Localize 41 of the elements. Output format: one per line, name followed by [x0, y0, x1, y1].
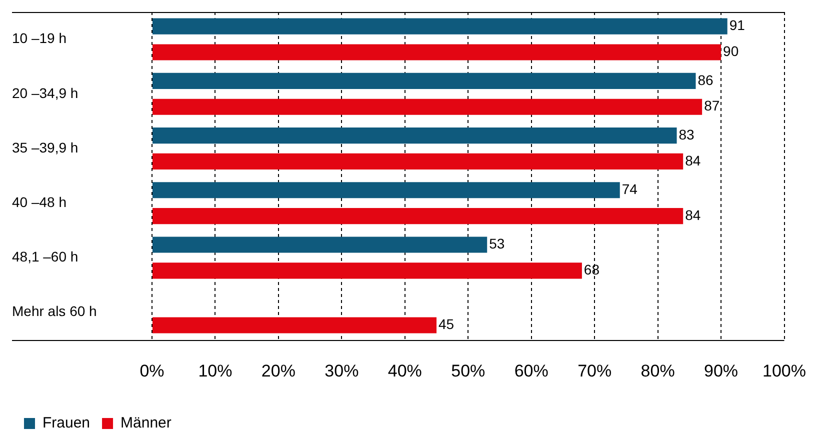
bar — [152, 72, 696, 89]
data-label: 74 — [622, 180, 638, 197]
bar — [152, 182, 620, 198]
y-tick-label: 20 –34,9 h — [12, 84, 78, 101]
data-label: 68 — [584, 262, 600, 278]
data-label: 90 — [723, 43, 739, 60]
x-tick-label: 30% — [324, 361, 359, 380]
bar — [152, 18, 728, 34]
x-tick-label: 0% — [140, 361, 164, 380]
x-tick-label: 60% — [514, 361, 548, 380]
data-label: 45 — [438, 316, 454, 332]
bar — [152, 208, 684, 224]
data-label: 91 — [729, 17, 746, 34]
bar — [152, 127, 677, 144]
x-tick-label: 80% — [640, 361, 675, 380]
x-tick-label: 20% — [261, 361, 296, 380]
bar — [152, 153, 684, 170]
y-tick-label: 40 –48 h — [12, 194, 66, 210]
bar — [152, 44, 722, 60]
y-tick-label: 35 –39,9 h — [12, 139, 78, 156]
y-tick-label: 10 –19 h — [12, 30, 66, 46]
x-tick-label: 40% — [388, 361, 422, 380]
bar — [152, 317, 437, 334]
data-label: 87 — [704, 98, 720, 114]
x-tick-label: 50% — [451, 361, 486, 380]
bar — [152, 236, 488, 253]
legend-label: Männer — [120, 414, 172, 432]
x-tick-label: 100% — [762, 361, 806, 380]
y-tick-label: Mehr als 60 h — [12, 303, 97, 320]
y-tick-label: 48,1 –60 h — [12, 248, 78, 265]
legend-label: Frauen — [42, 414, 90, 432]
x-tick-label: 70% — [578, 361, 612, 380]
bar — [152, 262, 582, 279]
data-label: 84 — [685, 206, 701, 223]
data-label: 84 — [685, 152, 701, 168]
data-label: 86 — [698, 72, 714, 88]
x-tick-label: 10% — [198, 361, 232, 380]
data-label: 83 — [678, 126, 695, 142]
data-label: 53 — [489, 236, 505, 252]
bar — [152, 98, 702, 115]
x-tick-label: 90% — [704, 361, 738, 380]
